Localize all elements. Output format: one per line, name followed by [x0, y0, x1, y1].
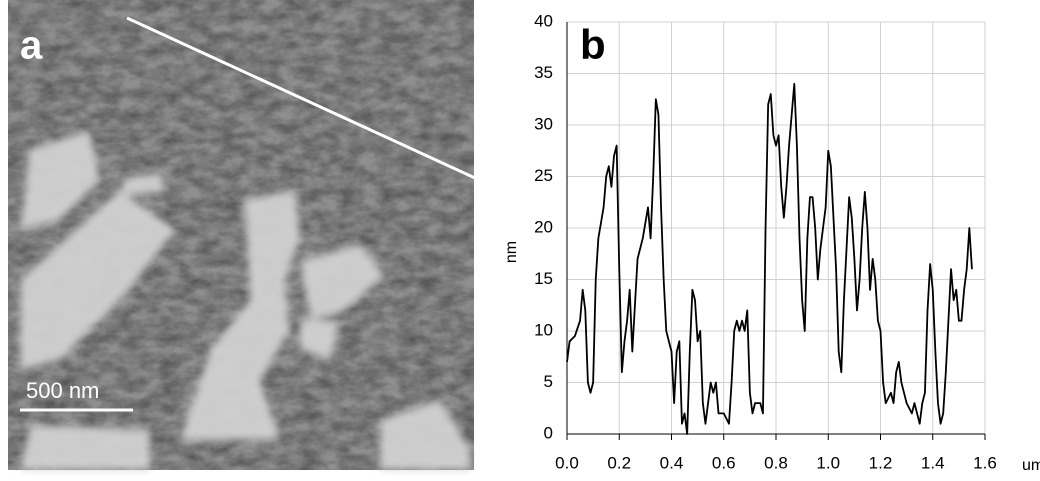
- x-tick-label: 1.4: [921, 453, 945, 472]
- profile-line: [566, 82, 973, 435]
- y-tick-label: 40: [534, 11, 553, 30]
- x-tick-label: 0.2: [607, 453, 631, 472]
- profile-chart: b um nm 0 5 10 15 20 25 30 35 40 0.0 0.2 0.4 0.6 0.8 1…: [503, 11, 1040, 474]
- y-tick-label: 20: [534, 217, 553, 236]
- y-tick-label: 0: [544, 423, 553, 442]
- x-tick-label: 1.2: [869, 453, 893, 472]
- y-tick-label: 10: [534, 320, 553, 339]
- x-tick-label: 0.8: [764, 453, 788, 472]
- panel-label: b: [580, 21, 606, 68]
- x-tick-label: 1.0: [816, 453, 840, 472]
- y-tick-label: 5: [544, 372, 553, 391]
- y-tick-label: 15: [534, 269, 553, 288]
- x-axis-label: um: [1022, 457, 1040, 474]
- x-tick-label: 0.6: [712, 453, 736, 472]
- afm-image: 500 nm a: [8, 0, 476, 470]
- y-tick-label: 35: [534, 63, 553, 82]
- panel-label: a: [20, 24, 43, 68]
- x-tick-label: 1.6: [973, 453, 997, 472]
- scale-bar-label: 500 nm: [26, 378, 99, 403]
- x-tick-label: 0.4: [660, 453, 684, 472]
- y-tick-label: 30: [534, 114, 553, 133]
- y-tick-label: 25: [534, 166, 553, 185]
- x-tick-label: 0.0: [555, 453, 579, 472]
- y-axis-label: nm: [503, 241, 520, 263]
- profile-line: [126, 16, 476, 180]
